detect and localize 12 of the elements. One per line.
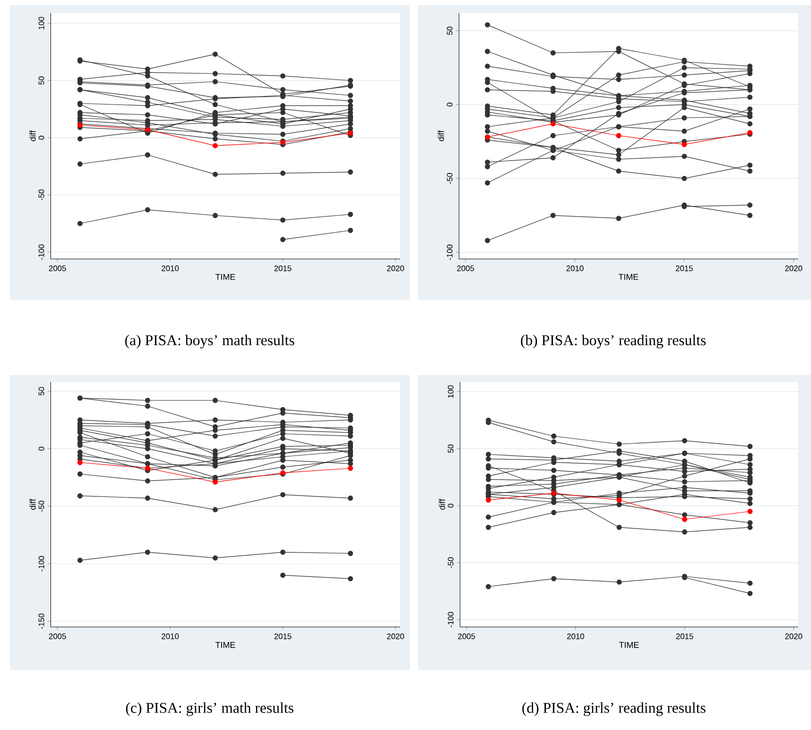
y-axis-title: diff bbox=[29, 130, 36, 142]
x-axis-title: TIME bbox=[619, 642, 639, 648]
x-axis-title: TIME bbox=[618, 274, 638, 280]
x-axis-title: TIME bbox=[215, 642, 236, 648]
y-axis-title: diff bbox=[438, 130, 444, 142]
x-axis-title: TIME bbox=[215, 274, 236, 280]
text: (a) PISA: boys’ math results bbox=[125, 334, 294, 348]
text: (b) PISA: boys’ reading results bbox=[520, 334, 706, 348]
y-axis-title: diff bbox=[29, 498, 36, 510]
y-axis-title: diff bbox=[438, 498, 445, 510]
text: (c) PISA: girls’ math results bbox=[126, 702, 294, 716]
text: (d) PISA: girls’ reading results bbox=[522, 702, 706, 716]
